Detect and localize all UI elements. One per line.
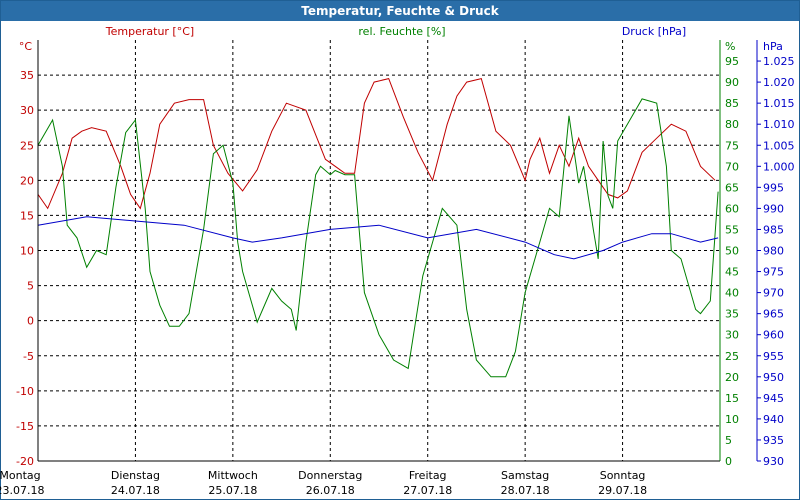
tick-label-humidity: 5 xyxy=(725,434,732,447)
tick-label-pressure: 975 xyxy=(763,266,784,279)
grid xyxy=(38,40,720,461)
tick-label-pressure: 995 xyxy=(763,181,784,194)
series-line-pressure xyxy=(37,216,719,260)
tick-label-temperature: 35 xyxy=(20,69,34,82)
tick-label-pressure: 955 xyxy=(763,350,784,363)
series-line-humidity xyxy=(37,98,719,378)
legend-pressure: Druck [hPa] xyxy=(622,25,686,38)
tick-label-temperature: 0 xyxy=(27,315,34,328)
tick-label-humidity: 35 xyxy=(725,308,739,321)
tick-label-humidity: 45 xyxy=(725,266,739,279)
tick-label-temperature: 15 xyxy=(20,209,34,222)
tick-label-humidity: 85 xyxy=(725,97,739,110)
tick-label-pressure: 1.020 xyxy=(763,76,795,89)
tick-label-temperature: 25 xyxy=(20,139,34,152)
tick-label-humidity: 50 xyxy=(725,245,739,258)
tick-label-temperature: -15 xyxy=(16,420,34,433)
axes xyxy=(37,40,761,462)
tick-label-humidity: 25 xyxy=(725,350,739,363)
tick-label-pressure: 940 xyxy=(763,413,784,426)
tick-label-humidity: 40 xyxy=(725,287,739,300)
tick-label-pressure: 960 xyxy=(763,329,784,342)
tick-label-temperature: 20 xyxy=(20,174,34,187)
tick-label-humidity: 65 xyxy=(725,181,739,194)
tick-label-pressure: 980 xyxy=(763,245,784,258)
tick-label-pressure: 930 xyxy=(763,455,784,468)
tick-label-temperature: -5 xyxy=(23,350,34,363)
day-date-label: 25.07.18 xyxy=(208,484,257,497)
day-date-label: 28.07.18 xyxy=(501,484,550,497)
day-name-label: Sonntag xyxy=(600,469,646,482)
tick-label-pressure: 1.015 xyxy=(763,97,795,110)
tick-label-pressure: 950 xyxy=(763,371,784,384)
tick-label-humidity: 80 xyxy=(725,118,739,131)
tick-label-temperature: 10 xyxy=(20,245,34,258)
tick-label-pressure: 985 xyxy=(763,223,784,236)
tick-label-temperature: 30 xyxy=(20,104,34,117)
unit-humidity: % xyxy=(725,40,735,53)
tick-label-pressure: 965 xyxy=(763,308,784,321)
tick-label-pressure: 1.005 xyxy=(763,139,795,152)
tick-label-humidity: 55 xyxy=(725,223,739,236)
tick-label-humidity: 30 xyxy=(725,329,739,342)
day-name-label: Samstag xyxy=(501,469,549,482)
legend-humidity: rel. Feuchte [%] xyxy=(358,25,445,38)
unit-pressure: hPa xyxy=(763,40,783,53)
tick-label-humidity: 95 xyxy=(725,55,739,68)
day-name-label: Freitag xyxy=(409,469,447,482)
day-name-label: Dienstag xyxy=(111,469,160,482)
day-date-label: 23.07.18 xyxy=(0,484,44,497)
day-name-label: Mittwoch xyxy=(208,469,258,482)
tick-label-humidity: 0 xyxy=(725,455,732,468)
day-name-label: Montag xyxy=(0,469,41,482)
series-line-temperature xyxy=(37,78,716,210)
tick-label-temperature: -10 xyxy=(16,385,34,398)
tick-label-humidity: 60 xyxy=(725,202,739,215)
chart-title: Temperatur, Feuchte & Druck xyxy=(1,1,799,21)
tick-label-humidity: 75 xyxy=(725,139,739,152)
tick-label-humidity: 10 xyxy=(725,413,739,426)
tick-label-pressure: 1.025 xyxy=(763,55,795,68)
tick-label-pressure: 935 xyxy=(763,434,784,447)
tick-label-pressure: 1.000 xyxy=(763,160,795,173)
day-date-label: 27.07.18 xyxy=(403,484,452,497)
tick-label-humidity: 90 xyxy=(725,76,739,89)
tick-label-pressure: 990 xyxy=(763,202,784,215)
day-date-label: 29.07.18 xyxy=(598,484,647,497)
tick-label-pressure: 945 xyxy=(763,392,784,405)
tick-label-temperature: -20 xyxy=(16,455,34,468)
tick-label-humidity: 70 xyxy=(725,160,739,173)
tick-label-pressure: 970 xyxy=(763,287,784,300)
tick-label-humidity: 15 xyxy=(725,392,739,405)
axis-labels: 35302520151050-5-10-15-20959085807570656… xyxy=(0,55,795,497)
tick-label-temperature: 5 xyxy=(27,280,34,293)
tick-label-pressure: 1.010 xyxy=(763,118,795,131)
day-name-label: Donnerstag xyxy=(298,469,362,482)
day-date-label: 24.07.18 xyxy=(111,484,160,497)
unit-temperature: °C xyxy=(19,40,33,53)
series-lines xyxy=(37,78,719,378)
tick-label-humidity: 20 xyxy=(725,371,739,384)
day-date-label: 26.07.18 xyxy=(306,484,355,497)
legend-temperature: Temperatur [°C] xyxy=(105,25,194,38)
